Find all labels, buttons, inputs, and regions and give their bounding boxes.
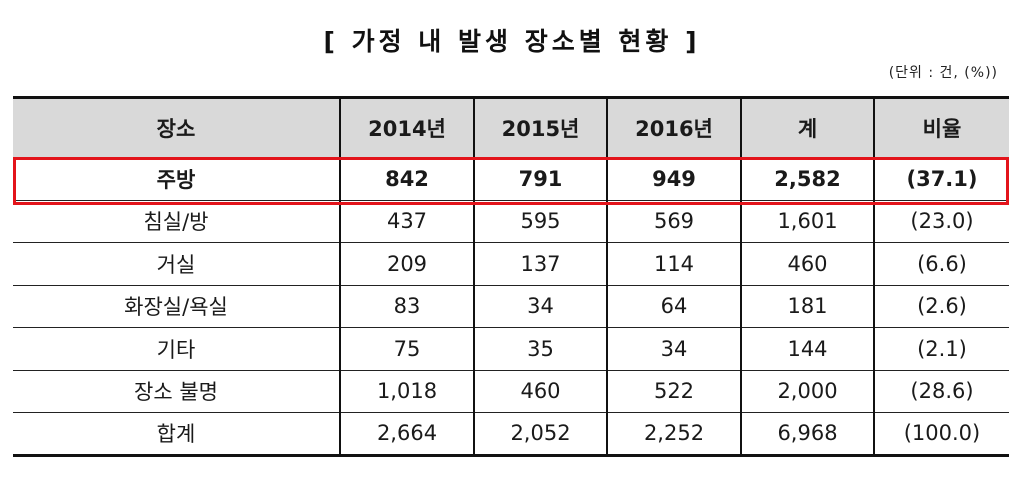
cell-2016: 64: [606, 285, 742, 328]
cell-2014: 842: [339, 157, 475, 201]
cell-location: 주방: [13, 157, 341, 201]
table-row: 거실 209 137 114 460 (6.6): [13, 242, 1009, 286]
cell-2016: 114: [606, 242, 742, 286]
header-total: 계: [740, 96, 875, 158]
cell-ratio: (2.6): [873, 285, 1009, 328]
cell-2015: 34: [473, 285, 608, 328]
cell-total: 2,000: [740, 370, 875, 413]
table-title: [ 가정 내 발생 장소별 현황 ]: [323, 27, 701, 56]
header-ratio: 비율: [873, 96, 1009, 158]
table-row-total: 합계 2,664 2,052 2,252 6,968 (100.0): [13, 412, 1009, 457]
cell-2014: 437: [339, 200, 475, 243]
cell-location: 기타: [13, 327, 341, 371]
table-row-kitchen: 주방 842 791 949 2,582 (37.1): [13, 157, 1009, 201]
header-row: 장소 2014년 2015년 2016년 계 비율: [13, 96, 1009, 158]
cell-total: 6,968: [740, 412, 875, 457]
cell-2016: 949: [606, 157, 742, 201]
cell-2016: 34: [606, 327, 742, 371]
header-2014: 2014년: [339, 96, 475, 158]
cell-total: 144: [740, 327, 875, 371]
cell-location: 장소 불명: [13, 370, 341, 413]
cell-ratio: (23.0): [873, 200, 1009, 243]
cell-ratio: (28.6): [873, 370, 1009, 413]
cell-ratio: (100.0): [873, 412, 1009, 457]
table-row: 침실/방 437 595 569 1,601 (23.0): [13, 200, 1009, 243]
cell-location: 거실: [13, 242, 341, 286]
cell-2015: 595: [473, 200, 608, 243]
cell-ratio: (37.1): [873, 157, 1009, 201]
cell-2015: 35: [473, 327, 608, 371]
cell-2016: 569: [606, 200, 742, 243]
cell-2014: 1,018: [339, 370, 475, 413]
cell-2014: 75: [339, 327, 475, 371]
cell-total: 181: [740, 285, 875, 328]
cell-2015: 791: [473, 157, 608, 201]
incident-location-table: 장소 2014년 2015년 2016년 계 비율 주방 842 791 949…: [13, 96, 1009, 457]
cell-total: 1,601: [740, 200, 875, 243]
cell-2014: 2,664: [339, 412, 475, 457]
cell-total: 2,582: [740, 157, 875, 201]
cell-location: 화장실/욕실: [13, 285, 341, 328]
cell-2016: 2,252: [606, 412, 742, 457]
header-location: 장소: [13, 96, 341, 158]
cell-2014: 209: [339, 242, 475, 286]
cell-location: 침실/방: [13, 200, 341, 243]
cell-location: 합계: [13, 412, 341, 457]
table-row: 장소 불명 1,018 460 522 2,000 (28.6): [13, 370, 1009, 413]
unit-note: (단위 : 건, (%)): [888, 65, 998, 81]
cell-2015: 2,052: [473, 412, 608, 457]
header-2016: 2016년: [606, 96, 742, 158]
table-row: 화장실/욕실 83 34 64 181 (2.6): [13, 285, 1009, 328]
cell-2016: 522: [606, 370, 742, 413]
cell-ratio: (2.1): [873, 327, 1009, 371]
cell-2015: 137: [473, 242, 608, 286]
cell-2015: 460: [473, 370, 608, 413]
header-2015: 2015년: [473, 96, 608, 158]
cell-total: 460: [740, 242, 875, 286]
table-row: 기타 75 35 34 144 (2.1): [13, 327, 1009, 371]
cell-ratio: (6.6): [873, 242, 1009, 286]
cell-2014: 83: [339, 285, 475, 328]
